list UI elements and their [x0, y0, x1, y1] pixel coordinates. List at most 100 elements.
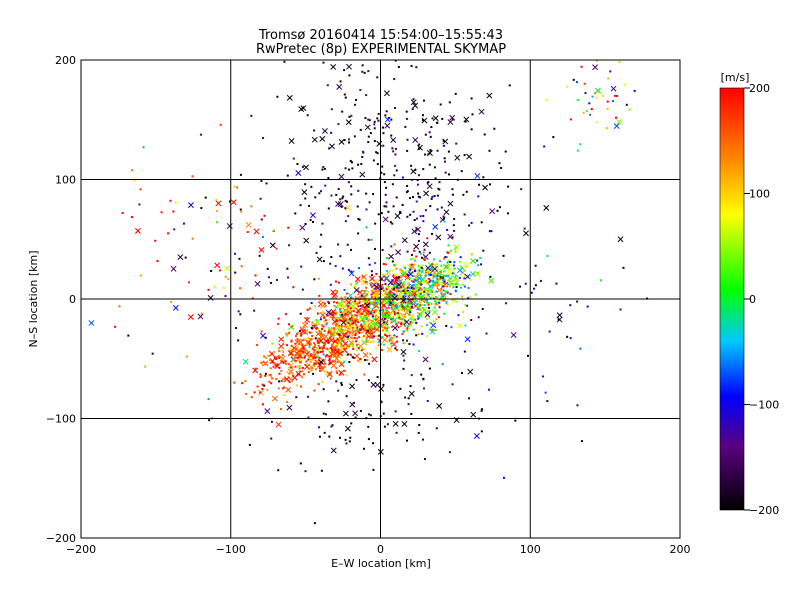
- scatter-point: [431, 284, 434, 287]
- scatter-point: [349, 248, 352, 251]
- scatter-point: [301, 348, 304, 351]
- scatter-point: [350, 304, 353, 307]
- scatter-point: [409, 321, 412, 324]
- scatter-point: [355, 343, 358, 346]
- scatter-point: [350, 316, 353, 319]
- scatter-point: [317, 344, 320, 347]
- scatter-point: [329, 283, 332, 286]
- scatter-point: [332, 344, 339, 351]
- scatter-point: [461, 283, 464, 286]
- scatter-point: [392, 274, 395, 277]
- scatter-point: [309, 358, 312, 361]
- scatter-point: [345, 332, 348, 335]
- scatter-point: [441, 295, 444, 298]
- scatter-point: [406, 250, 409, 253]
- scatter-point: [362, 327, 365, 330]
- scatter-point: [530, 291, 533, 294]
- scatter-point: [278, 336, 285, 343]
- scatter-point: [278, 372, 281, 375]
- scatter-point: [380, 320, 383, 323]
- scatter-point: [311, 324, 318, 331]
- scatter-point: [303, 356, 306, 359]
- scatter-point: [245, 392, 248, 395]
- scatter-point: [373, 291, 380, 298]
- scatter-point: [435, 234, 442, 241]
- scatter-point: [246, 231, 249, 234]
- scatter-point: [359, 409, 362, 412]
- scatter-point: [405, 287, 408, 290]
- scatter-point: [406, 149, 409, 152]
- scatter-point: [406, 309, 409, 312]
- scatter-point: [337, 350, 344, 357]
- scatter-point: [294, 359, 297, 362]
- scatter-point: [336, 301, 339, 304]
- scatter-point: [592, 64, 599, 71]
- scatter-point: [313, 362, 316, 365]
- scatter-point: [317, 342, 320, 345]
- scatter-point: [323, 302, 326, 305]
- scatter-point: [443, 296, 446, 299]
- scatter-point: [459, 256, 462, 259]
- scatter-point: [373, 320, 380, 327]
- scatter-point: [240, 210, 243, 213]
- scatter-point: [388, 303, 391, 306]
- scatter-point: [276, 278, 279, 281]
- scatter-point: [401, 237, 408, 244]
- scatter-point: [437, 272, 440, 275]
- scatter-point: [474, 270, 481, 277]
- scatter-point: [423, 258, 426, 261]
- scatter-point: [363, 348, 366, 351]
- scatter-point: [391, 147, 394, 150]
- scatter-point: [427, 281, 430, 284]
- scatter-point: [356, 281, 359, 284]
- scatter-point: [479, 257, 482, 260]
- scatter-point: [313, 324, 316, 327]
- scatter-point: [374, 347, 377, 350]
- scatter-point: [314, 362, 317, 365]
- scatter-point: [397, 314, 400, 317]
- scatter-point: [338, 317, 341, 320]
- scatter-point: [307, 371, 310, 374]
- scatter-point: [200, 312, 203, 315]
- scatter-point: [421, 256, 424, 259]
- scatter-point: [319, 299, 322, 302]
- scatter-point: [402, 339, 405, 342]
- scatter-point: [263, 214, 266, 217]
- scatter-point: [301, 288, 304, 291]
- scatter-point: [463, 274, 466, 277]
- scatter-point: [395, 335, 398, 338]
- scatter-point: [463, 116, 470, 123]
- scatter-point: [384, 311, 387, 314]
- scatter-point: [440, 206, 443, 209]
- scatter-point: [358, 300, 361, 303]
- scatter-point: [357, 232, 360, 235]
- scatter-point: [344, 425, 351, 432]
- scatter-point: [455, 142, 458, 145]
- scatter-point: [387, 317, 390, 320]
- scatter-point: [359, 308, 362, 311]
- scatter-point: [354, 285, 357, 288]
- scatter-point: [301, 350, 304, 353]
- scatter-point: [463, 285, 466, 288]
- scatter-point: [364, 124, 371, 131]
- scatter-point: [359, 327, 362, 330]
- scatter-point: [285, 332, 288, 335]
- scatter-point: [539, 279, 542, 282]
- scatter-point: [329, 329, 332, 332]
- scatter-point: [383, 90, 390, 97]
- scatter-point: [418, 295, 421, 298]
- x-tick-label: −200: [66, 543, 96, 556]
- scatter-point: [114, 325, 117, 328]
- scatter-point: [374, 262, 377, 265]
- scatter-point: [448, 251, 451, 254]
- scatter-point: [427, 301, 430, 304]
- scatter-point: [345, 310, 348, 313]
- scatter-point: [395, 267, 398, 270]
- scatter-point: [361, 305, 364, 308]
- scatter-point: [299, 338, 302, 341]
- scatter-point: [313, 349, 316, 352]
- scatter-point: [407, 284, 410, 287]
- scatter-point: [417, 233, 420, 236]
- scatter-point: [442, 138, 449, 145]
